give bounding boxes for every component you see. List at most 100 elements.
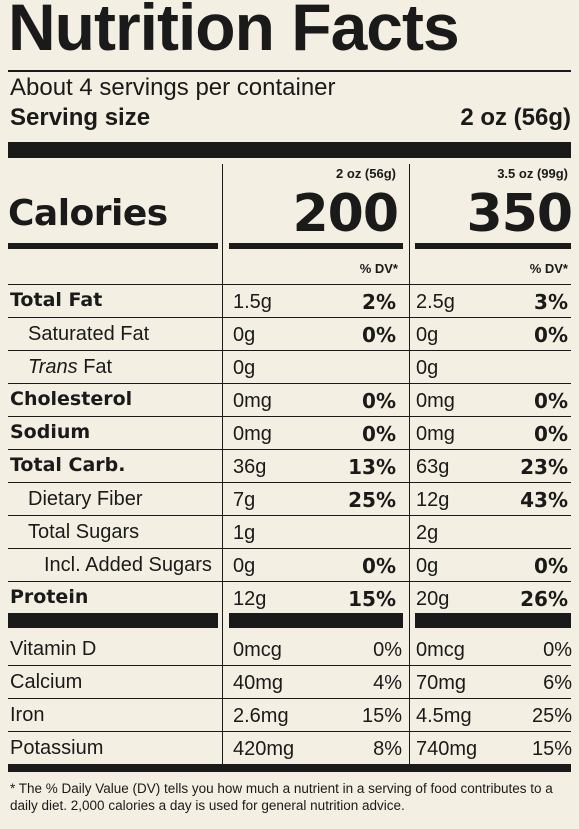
vitamin-separator (229, 613, 403, 628)
row-divider (8, 698, 571, 699)
col-b-calories: 350 (466, 184, 573, 244)
row-divider (8, 548, 571, 549)
nutrient-a-amt: 0mg (233, 390, 272, 412)
col-b-serving: 3.5 oz (99g) (497, 166, 568, 181)
nutrient-a-amt: 7g (233, 489, 256, 511)
nutrient-b-dv: 43% (520, 488, 568, 512)
vitamin-b-amt: 4.5mg (416, 705, 472, 727)
nutrient-name: Trans Fat (28, 357, 112, 377)
nutrient-name: Total Carb. (10, 454, 126, 476)
servings-per-container: About 4 servings per container (10, 74, 336, 101)
nutrient-a-amt: 0g (233, 357, 256, 379)
vitamin-a-dv: 0% (373, 639, 402, 661)
nutrient-name-rest: Fat (77, 356, 113, 378)
column-divider (222, 164, 223, 764)
calories-bar (229, 243, 403, 249)
vitamin-name: Potassium (10, 737, 104, 759)
vitamin-b-dv: 25% (531, 705, 572, 727)
row-divider (8, 350, 571, 351)
nutrient-a-dv: 2% (362, 290, 396, 314)
row-divider (8, 416, 571, 417)
vitamin-a-dv: 15% (361, 705, 402, 727)
nutrient-name: Sodium (10, 421, 91, 443)
nutrient-name: Dietary Fiber (28, 488, 143, 510)
nutrient-name: Cholesterol (10, 388, 133, 410)
vitamin-separator (415, 613, 571, 628)
nutrient-name-italic: Trans (28, 356, 78, 378)
nutrient-a-dv: 25% (348, 488, 396, 512)
calories-label: Calories (8, 193, 168, 234)
nutrient-b-dv: 0% (534, 323, 568, 347)
serving-size-label: Serving size (10, 104, 151, 131)
nutrient-b-amt: 0mg (416, 423, 455, 445)
nutrient-b-dv: 0% (534, 389, 568, 413)
nutrient-a-amt: 0g (233, 555, 256, 577)
nutrient-b-amt: 63g (416, 456, 450, 478)
nutrient-a-amt: 0mg (233, 423, 272, 445)
vitamin-a-amt: 420mg (233, 738, 295, 760)
calories-bar (8, 243, 218, 249)
nutrient-b-dv: 26% (520, 587, 568, 611)
vitamin-a-amt: 0mcg (233, 639, 282, 661)
nutrient-a-dv: 0% (362, 323, 396, 347)
nutrient-b-amt: 0mg (416, 390, 455, 412)
vitamin-name: Calcium (10, 671, 83, 693)
vitamin-a-amt: 2.6mg (233, 705, 289, 727)
nutrient-b-dv: 0% (534, 554, 568, 578)
nutrient-b-amt: 0g (416, 324, 439, 346)
label-title: Nutrition Facts (8, 0, 460, 64)
nutrient-name: Total Fat (10, 289, 103, 311)
footnote: * The % Daily Value (DV) tells you how m… (10, 781, 553, 813)
row-divider (8, 731, 571, 732)
row-divider (8, 581, 571, 582)
nutrient-a-amt: 0g (233, 324, 256, 346)
nutrient-b-amt: 20g (416, 588, 450, 610)
vitamin-b-amt: 70mg (416, 672, 467, 694)
col-a-serving: 2 oz (56g) (336, 166, 396, 181)
nutrient-b-amt: 2.5g (416, 291, 455, 313)
row-divider (8, 317, 571, 318)
serving-size-value: 2 oz (56g) (460, 104, 571, 131)
nutrient-a-amt: 1g (233, 522, 256, 544)
nutrient-b-amt: 0g (416, 357, 439, 379)
vitamin-a-dv: 4% (373, 672, 402, 694)
column-divider (409, 164, 410, 764)
nutrient-a-dv: 0% (362, 422, 396, 446)
nutrient-a-dv: 13% (348, 455, 396, 479)
nutrient-a-amt: 36g (233, 456, 267, 478)
nutrient-b-dv: 23% (520, 455, 568, 479)
vitamin-b-dv: 0% (543, 639, 572, 661)
nutrient-b-amt: 2g (416, 522, 439, 544)
calories-bar (415, 243, 571, 249)
row-divider (8, 449, 571, 450)
row-divider (8, 515, 571, 516)
nutrient-name: Protein (10, 586, 89, 608)
vitamin-a-dv: 8% (373, 738, 402, 760)
nutrient-a-dv: 0% (362, 554, 396, 578)
row-divider (8, 482, 571, 483)
nutrient-b-amt: 0g (416, 555, 439, 577)
bottom-bar (8, 764, 571, 772)
col-a-dv-head: % DV* (359, 261, 398, 276)
divider (8, 70, 571, 72)
row-divider (8, 383, 571, 384)
vitamin-name: Iron (10, 704, 45, 726)
nutrient-name: Total Sugars (28, 521, 140, 543)
col-b-dv-head: % DV* (529, 261, 568, 276)
row-divider (8, 665, 571, 666)
nutrient-b-dv: 3% (534, 290, 568, 314)
nutrient-a-amt: 1.5g (233, 291, 272, 313)
vitamin-separator (8, 613, 218, 628)
thick-divider (8, 142, 571, 158)
vitamin-b-dv: 15% (531, 738, 572, 760)
nutrient-b-amt: 12g (416, 489, 450, 511)
nutrient-a-dv: 15% (348, 587, 396, 611)
nutrient-name: Incl. Added Sugars (44, 554, 212, 576)
nutrient-b-dv: 0% (534, 422, 568, 446)
nutrient-name: Saturated Fat (28, 323, 150, 345)
vitamin-a-amt: 40mg (233, 672, 284, 694)
row-divider (8, 284, 571, 285)
nutrient-a-amt: 12g (233, 588, 267, 610)
vitamin-b-amt: 0mcg (416, 639, 465, 661)
